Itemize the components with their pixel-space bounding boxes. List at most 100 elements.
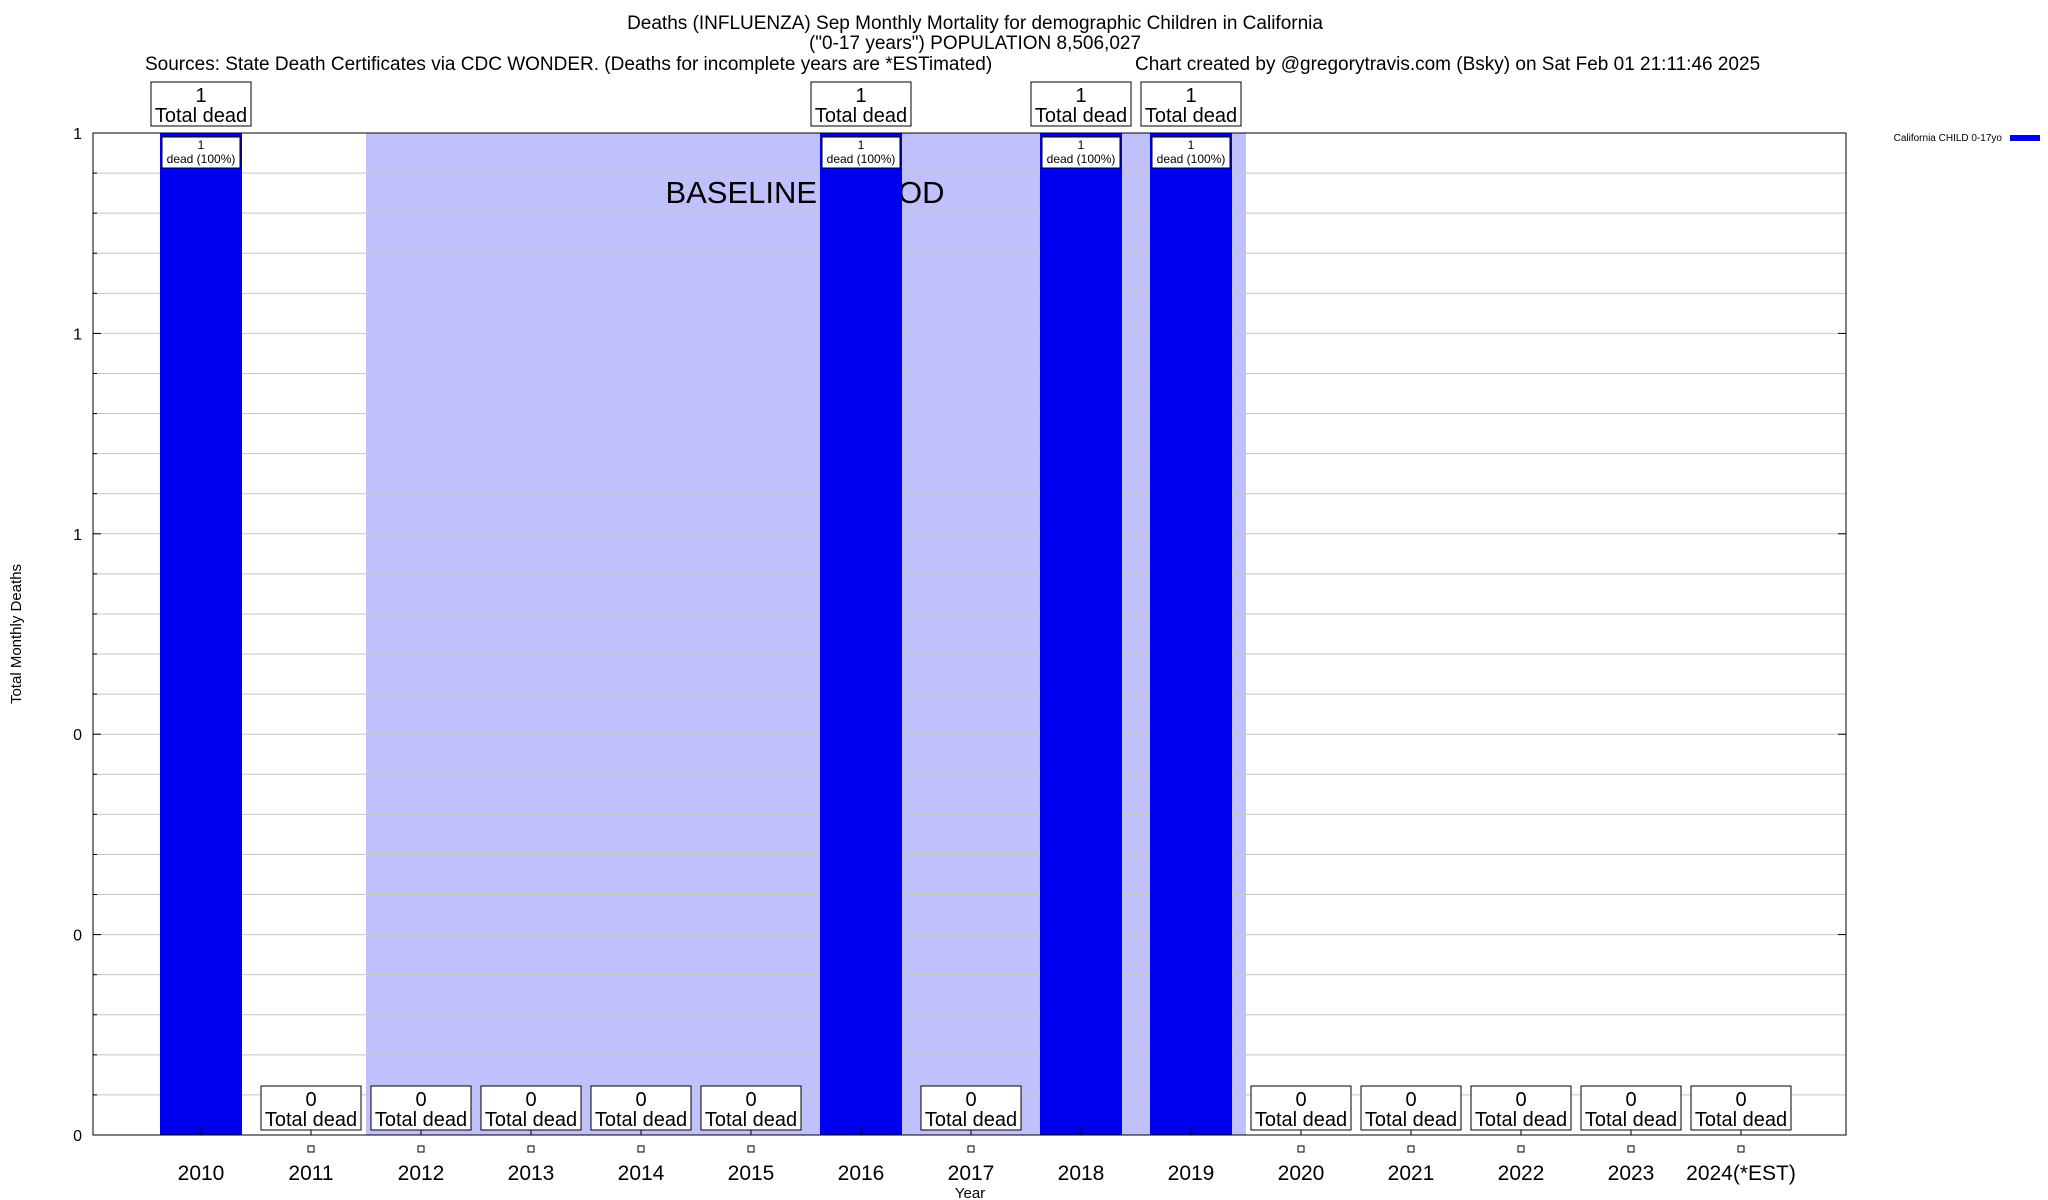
legend-swatch [2010, 135, 2040, 141]
total-dead-box-2010 [150, 81, 252, 127]
x-tick-label-2022: 2022 [1498, 1162, 1545, 1185]
total-dead-value-2023: 0 [1625, 1089, 1636, 1111]
total-dead-caption-2020: Total dead [1255, 1109, 1347, 1131]
zero-marker [1517, 1145, 1525, 1153]
total-dead-box-2015 [700, 1085, 802, 1131]
y-tick-label: 0 [73, 727, 82, 744]
total-dead-value-2015: 0 [745, 1089, 756, 1111]
total-dead-box-2020 [1250, 1085, 1352, 1131]
total-dead-caption-2023: Total dead [1585, 1109, 1677, 1131]
total-dead-value-2013: 0 [525, 1089, 536, 1111]
zero-marker [527, 1145, 535, 1153]
total-dead-box-2024(*EST) [1690, 1085, 1792, 1131]
total-dead-box-2021 [1360, 1085, 1462, 1131]
inner-label-box-2018 [1041, 136, 1121, 169]
x-tick-label-2014: 2014 [618, 1162, 665, 1185]
y-tick-label: 0 [73, 928, 82, 945]
x-tick-label-2010: 2010 [178, 1162, 225, 1185]
inner-label-caption-2019: dead (100%) [1157, 152, 1226, 166]
total-dead-box-2018 [1030, 81, 1132, 127]
inner-label-value-2018: 1 [1078, 138, 1085, 152]
total-dead-value-2022: 0 [1515, 1089, 1526, 1111]
total-dead-caption-2012: Total dead [375, 1109, 467, 1131]
legend-label: California CHILD 0-17yo [1894, 133, 2003, 144]
total-dead-box-2014 [590, 1085, 692, 1131]
total-dead-box-2011 [260, 1085, 362, 1131]
total-dead-box-2012 [370, 1085, 472, 1131]
zero-marker [1737, 1145, 1745, 1153]
inner-label-value-2010: 1 [198, 138, 205, 152]
total-dead-caption-2014: Total dead [595, 1109, 687, 1131]
total-dead-caption-2011: Total dead [265, 1109, 357, 1131]
total-dead-box-2019 [1140, 81, 1242, 127]
x-axis-title: Year [955, 1185, 985, 1200]
inner-label-caption-2016: dead (100%) [827, 152, 896, 166]
total-dead-value-2020: 0 [1295, 1089, 1306, 1111]
total-dead-box-2023 [1580, 1085, 1682, 1131]
inner-label-value-2019: 1 [1188, 138, 1195, 152]
total-dead-value-2014: 0 [635, 1089, 646, 1111]
y-tick-label: 1 [73, 326, 82, 343]
x-tick-label-2018: 2018 [1058, 1162, 1105, 1185]
x-tick-label-2019: 2019 [1168, 1162, 1215, 1185]
total-dead-caption-2024(*EST): Total dead [1695, 1109, 1787, 1131]
x-tick-label-2016: 2016 [838, 1162, 885, 1185]
chart-credit: Chart created by @gregorytravis.com (Bsk… [1135, 54, 1761, 75]
zero-marker [1297, 1145, 1305, 1153]
bar-2018 [1040, 133, 1122, 1135]
total-dead-value-2019: 1 [1185, 85, 1196, 107]
total-dead-caption-2017: Total dead [925, 1109, 1017, 1131]
zero-marker [967, 1145, 975, 1153]
zero-marker [1627, 1145, 1635, 1153]
x-tick-label-2015: 2015 [728, 1162, 775, 1185]
inner-label-box-2016 [821, 136, 901, 169]
total-dead-value-2018: 1 [1075, 85, 1086, 107]
y-tick-label: 0 [73, 1128, 82, 1145]
y-axis-title: Total Monthly Deaths [8, 564, 25, 704]
total-dead-caption-2010: Total dead [155, 105, 247, 127]
total-dead-caption-2019: Total dead [1145, 105, 1237, 127]
bar-2016 [820, 133, 902, 1135]
inner-label-box-2019 [1151, 136, 1231, 169]
inner-label-caption-2018: dead (100%) [1047, 152, 1116, 166]
bar-2019 [1150, 133, 1232, 1135]
y-tick-label: 1 [73, 527, 82, 544]
total-dead-value-2017: 0 [965, 1089, 976, 1111]
baseline-period-label: BASELINE PERIOD [665, 175, 944, 210]
bar-2010 [160, 133, 242, 1135]
inner-label-box-2010 [161, 136, 241, 169]
zero-marker [417, 1145, 425, 1153]
chart-title: Deaths (INFLUENZA) Sep Monthly Mortality… [627, 13, 1323, 34]
total-dead-box-2017 [920, 1085, 1022, 1131]
total-dead-value-2011: 0 [305, 1089, 316, 1111]
total-dead-value-2016: 1 [855, 85, 866, 107]
total-dead-caption-2022: Total dead [1475, 1109, 1567, 1131]
x-tick-label-2021: 2021 [1388, 1162, 1435, 1185]
total-dead-value-2024(*EST): 0 [1735, 1089, 1746, 1111]
total-dead-caption-2015: Total dead [705, 1109, 797, 1131]
zero-marker [307, 1145, 315, 1153]
total-dead-box-2022 [1470, 1085, 1572, 1131]
x-tick-label-2023: 2023 [1608, 1162, 1655, 1185]
chart-subtitle: ("0-17 years") POPULATION 8,506,027 [808, 33, 1142, 54]
y-tick-label: 1 [73, 126, 82, 143]
total-dead-value-2012: 0 [415, 1089, 426, 1111]
source-note: Sources: State Death Certificates via CD… [145, 54, 993, 75]
x-tick-label-2020: 2020 [1278, 1162, 1325, 1185]
total-dead-box-2016 [810, 81, 912, 127]
total-dead-value-2010: 1 [195, 85, 206, 107]
x-tick-label-2024(*EST): 2024(*EST) [1686, 1162, 1796, 1185]
x-tick-label-2012: 2012 [398, 1162, 445, 1185]
zero-marker [637, 1145, 645, 1153]
zero-marker [1407, 1145, 1415, 1153]
total-dead-box-2013 [480, 1085, 582, 1131]
total-dead-caption-2018: Total dead [1035, 105, 1127, 127]
plot-border [92, 132, 1847, 1136]
total-dead-value-2021: 0 [1405, 1089, 1416, 1111]
inner-label-value-2016: 1 [858, 138, 865, 152]
x-tick-label-2013: 2013 [508, 1162, 555, 1185]
x-tick-label-2017: 2017 [948, 1162, 995, 1185]
x-tick-label-2011: 2011 [288, 1162, 333, 1185]
inner-label-caption-2010: dead (100%) [167, 152, 236, 166]
